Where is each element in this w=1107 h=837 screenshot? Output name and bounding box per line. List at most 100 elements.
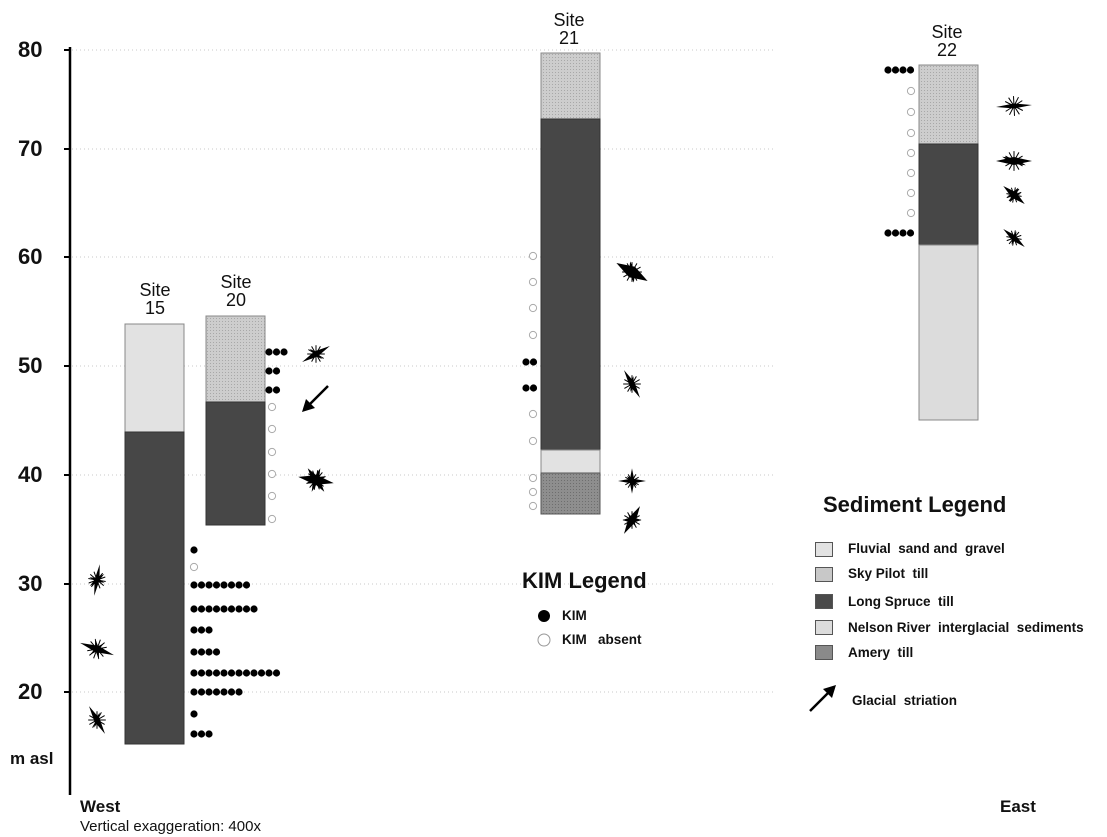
- kim-present-dot: [197, 581, 206, 589]
- site-22-label: Site 22: [931, 22, 963, 60]
- kim-present-dot: [891, 66, 900, 74]
- kim-present-dot: [272, 669, 281, 677]
- y-tick-label: 70: [18, 136, 43, 161]
- kim-present-dot: [235, 605, 243, 613]
- long-spruce-swatch: [815, 594, 833, 609]
- long-spruce-legend-label: Long Spruce till: [848, 594, 954, 609]
- kim-present-dot: [242, 581, 251, 589]
- kim-present-dot: [899, 229, 907, 237]
- kim-present-dot: [220, 669, 228, 677]
- kim-absent-dot: [906, 188, 916, 198]
- kim-present-dot: [212, 669, 221, 677]
- kim-present-dot: [220, 688, 228, 696]
- kim-present-dot: [220, 581, 228, 589]
- kim-absent-dot: [528, 436, 538, 446]
- kim-present-dot: [522, 358, 530, 366]
- kim-present-dot: [265, 367, 273, 375]
- kim-absent-dot: [528, 277, 538, 287]
- kim-present-dot: [190, 581, 198, 589]
- fabric-rose: [302, 345, 330, 363]
- kim-absent-dot: [528, 473, 538, 483]
- kim-absent-dot: [906, 208, 916, 218]
- kim-present-dot: [197, 688, 206, 696]
- fabric-rose: [80, 638, 114, 660]
- amery-legend-label: Amery till: [848, 645, 914, 660]
- nelson-river-swatch: [815, 620, 833, 635]
- sky-pilot-legend-label: Sky Pilot till: [848, 566, 929, 581]
- striation-legend-label: Glacial striation: [852, 693, 958, 708]
- y-tick-label: 60: [18, 244, 43, 269]
- kim-present-dot: [190, 688, 198, 696]
- kim-present-dot: [190, 648, 198, 656]
- vertical-exaggeration-note: Vertical exaggeration: 400x: [80, 818, 261, 835]
- fabric-rose: [1003, 186, 1025, 204]
- y-axis-unit-label: m asl: [10, 749, 54, 768]
- kim-legend-absent-symbol: [537, 633, 551, 647]
- kim-legend-present-label: KIM: [562, 608, 587, 623]
- fluvial-swatch: [815, 542, 833, 557]
- kim-present-dot: [257, 669, 266, 677]
- fabric-rose: [88, 564, 106, 596]
- kim-present-dot: [190, 730, 198, 738]
- sediment-legend-title: Sediment Legend: [823, 492, 1007, 517]
- kim-absent-dot: [528, 303, 538, 313]
- fabric-rose: [618, 468, 646, 494]
- site-20-column: [205, 315, 266, 526]
- kim-present-dot: [197, 730, 206, 738]
- kim-present-dot: [265, 669, 273, 677]
- fabric-rose: [996, 151, 1032, 171]
- kim-present-dot: [197, 648, 206, 656]
- kim-present-dot: [212, 581, 221, 589]
- kim-present-dot: [190, 710, 198, 718]
- kim-present-dot: [235, 581, 243, 589]
- kim-present-dot: [884, 229, 892, 237]
- y-axis-ticks: [64, 49, 71, 693]
- kim-present-dot: [227, 605, 236, 613]
- kim-absent-dot: [267, 447, 277, 457]
- site-15-label: Site 15: [139, 280, 171, 318]
- fabric-rose: [616, 261, 648, 283]
- kim-absent-dot: [267, 424, 277, 434]
- site-15-column: [124, 323, 185, 745]
- west-label: West: [80, 797, 121, 816]
- kim-present-dot: [205, 626, 213, 634]
- site-21-label: Site 21: [553, 10, 585, 48]
- y-tick-label: 80: [18, 37, 43, 62]
- striation-arrow: [302, 385, 329, 412]
- kim-present-dot: [205, 730, 213, 738]
- fabric-rose: [996, 96, 1032, 116]
- kim-present-dot: [227, 688, 236, 696]
- fabric-rose: [298, 468, 334, 492]
- kim-absent-dot: [267, 402, 277, 412]
- kim-absent-dot: [906, 128, 916, 138]
- kim-present-dot: [190, 546, 198, 554]
- amery-swatch: [815, 645, 833, 660]
- kim-absent-dot: [528, 251, 538, 261]
- kim-legend-absent-label: KIM absent: [562, 632, 642, 647]
- kim-present-dot: [227, 669, 236, 677]
- kim-present-dot: [212, 605, 221, 613]
- kim-present-dot: [212, 688, 221, 696]
- fabric-rose: [1003, 229, 1025, 247]
- kim-present-dot: [899, 66, 907, 74]
- kim-absent-dot: [528, 487, 538, 497]
- kim-present-dot: [235, 669, 243, 677]
- kim-present-dot: [250, 669, 258, 677]
- kim-absent-dot: [528, 501, 538, 511]
- kim-absent-dot: [906, 86, 916, 96]
- kim-present-dot: [205, 581, 213, 589]
- kim-present-dot: [250, 605, 258, 613]
- kim-present-dot: [190, 605, 198, 613]
- kim-present-dot: [906, 66, 915, 74]
- kim-absent-dot: [267, 514, 277, 524]
- site-20-label: Site 20: [220, 272, 252, 310]
- nelson-river-legend-label: Nelson River interglacial sediments: [848, 620, 1084, 635]
- kim-present-dot: [272, 386, 281, 394]
- kim-present-dot: [205, 688, 213, 696]
- kim-absent-dot: [906, 148, 916, 158]
- fabric-rose: [88, 706, 106, 734]
- kim-present-dot: [205, 669, 213, 677]
- kim-present-dot: [190, 669, 198, 677]
- kim-absent-dot: [906, 168, 916, 178]
- fabric-rose: [623, 370, 641, 398]
